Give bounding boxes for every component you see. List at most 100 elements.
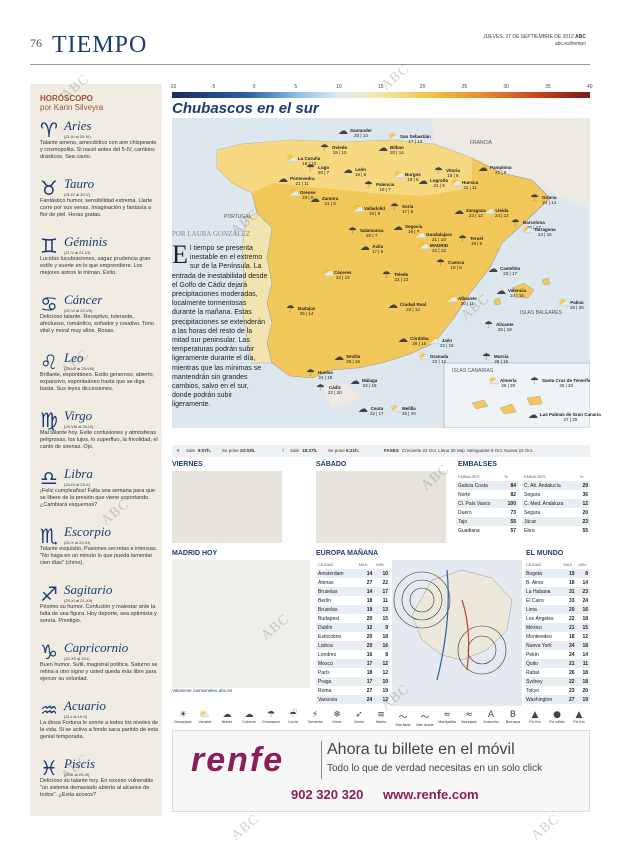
legend-label: Borrasca	[505, 720, 521, 724]
weather-icon: ⛅	[418, 241, 431, 252]
table-row: Galicia Costa 84	[456, 481, 518, 490]
table-cell-name: Dublín	[316, 623, 357, 632]
city-temps: 26 | 15	[412, 341, 427, 346]
table-cell-value: 20	[582, 509, 588, 516]
madrid-url[interactable]: Valonecer camismeteo.abc.es	[172, 688, 232, 693]
table-cell-name: B. Aires	[526, 579, 544, 586]
map-city-label: Burgos 18 | 6	[405, 172, 421, 182]
legend-item: ☂ Chubascos	[260, 710, 282, 724]
map-city-label: Las Palmas de Gran Canaria 27 | 20	[540, 412, 601, 422]
legend-item: ▲ Fin frío	[524, 710, 546, 724]
france-land	[432, 118, 590, 208]
legend-item: ☔ Lluvia	[282, 710, 304, 724]
map-city-label: Huelva 24 | 18	[318, 370, 333, 380]
map-city-label: Ceuta 22 | 17	[370, 406, 384, 416]
map-city-label: Santander 20 | 14	[350, 128, 372, 138]
zodiac-icon: ♓	[40, 756, 58, 780]
table-cell-value: 14	[582, 651, 588, 658]
map-city-label: Pontevedra 21 | 11	[290, 176, 315, 186]
horoscope-heading: HORÓSCOPO	[40, 94, 93, 103]
forecast-headline: Chubascos en el sur	[172, 100, 319, 117]
weather-icon: ⛅	[352, 204, 365, 215]
table-row: Júcar 23	[522, 517, 590, 526]
city-name: Oviedo	[332, 145, 348, 150]
city-temps: 26 | 20	[501, 383, 516, 388]
table-cell-name: Estocolmo	[318, 633, 342, 640]
table-cell-name: Lisboa	[316, 641, 357, 650]
table-cell-value: 18	[568, 579, 575, 586]
sign-name: Tauro	[64, 176, 95, 191]
weather-icon: ⛅	[388, 132, 401, 143]
weather-icon: ⛅	[286, 154, 299, 165]
table-header-row: EMBALSES%	[522, 472, 590, 481]
weather-icon: ☁	[528, 410, 538, 421]
canarias-islands	[471, 395, 543, 415]
table-cell-name: El Cairo	[526, 597, 544, 604]
city-temps: 25 | 20	[402, 411, 416, 416]
legend-icon: ☔	[288, 710, 298, 720]
renfe-ad[interactable]: renfe Ahora tu billete en el móvil Todo …	[172, 730, 590, 812]
city-temps: 24 | 16	[510, 293, 524, 298]
legend-label: Mar rizada	[416, 723, 434, 727]
map-city-label: Girona 24 | 14	[542, 195, 557, 205]
sign-name: Capricornio	[64, 640, 129, 655]
map-city-label: Guadalajara 21 | 10	[426, 232, 452, 242]
abc-watermark: ABC	[378, 61, 413, 94]
ad-phone: 902 320 320	[291, 787, 364, 802]
table-cell-value: 21	[561, 623, 577, 632]
table-cell-value: 31	[561, 587, 577, 596]
map-region-label: FRANCIA	[470, 140, 492, 146]
weather-icon: ☁	[496, 286, 506, 297]
ad-url[interactable]: www.renfe.com	[383, 787, 479, 802]
city-name: Sevilla	[346, 354, 361, 359]
city-name: Bilbao	[390, 145, 404, 150]
sign-text: Lucidas lucubraciones, sagaz prudencia g…	[40, 256, 151, 276]
legend-icon: ≈	[443, 710, 451, 720]
city-temps: 20 | 11	[460, 301, 475, 306]
legend-item: 〜 Mar llana	[392, 710, 414, 727]
table-cell-value: 24	[582, 597, 588, 604]
scale-tick-label: 15	[378, 84, 384, 90]
table-cell-name: Londres	[318, 651, 337, 658]
table-header: %	[579, 474, 584, 479]
page-url[interactable]: abc.es/tiempo	[554, 41, 586, 47]
map-city-label: Murcia 26 | 16	[494, 354, 509, 364]
moonset-label: Se pone	[328, 448, 345, 453]
map-city-label: Toledo 23 | 13	[394, 272, 408, 282]
map-city-label: Teruel 19 | 6	[470, 236, 483, 246]
weather-icon: ⛅	[414, 230, 427, 241]
legend-item: ▲ Fin frío	[568, 710, 590, 724]
europe-table: CIUDAD MAX MIN Amsterdam 14 10 Atenas 27 22 Bruse…	[316, 560, 390, 704]
weather-icon: ☁	[310, 194, 320, 205]
reservoirs-table-right: EMBALSES% C. Alt. Andalucía 29 Segura 36 C. M…	[522, 472, 590, 535]
table-cell-name: Montevideo	[526, 633, 552, 640]
legend-item: ❄ Nieve	[326, 710, 348, 724]
table-cell-value: 100	[502, 499, 518, 508]
city-temps: 21 | 8	[324, 201, 336, 206]
weather-icon: ☁	[388, 300, 398, 311]
map-city-label: Logroño 21 | 9	[430, 178, 448, 188]
map-city-label: Huesca 22 | 11	[462, 180, 478, 190]
table-cell-value: 10	[374, 569, 390, 578]
table-row: Berlín 18 11	[316, 596, 390, 605]
table-row: Tokyo 23 20	[524, 686, 590, 695]
moonrise-label: Sale	[290, 448, 300, 453]
city-name: Pamplona	[490, 165, 512, 170]
city-name: Pontevedra	[290, 176, 315, 181]
map-city-label: León 19 | 6	[355, 167, 366, 177]
map-city-label: Lugo 20 | 7	[318, 165, 329, 175]
table-row: Pekín 24 14	[524, 650, 590, 659]
zodiac-icon: ♑	[40, 640, 58, 664]
map-city-label: Tarragona 24 | 16	[534, 227, 556, 237]
table-header-row: CIUDAD MAX MIN	[316, 560, 390, 569]
drop-cap: E	[172, 240, 188, 269]
map-city-label: Palencia 19 | 7	[376, 182, 394, 192]
city-temps: 23 | 13	[394, 277, 409, 282]
map-city-label: Vitoria 18 | 8	[446, 168, 460, 178]
table-cell-value: 16	[374, 641, 390, 650]
city-temps: 19 | 7	[379, 187, 391, 192]
table-row: Segura 36	[522, 490, 590, 499]
city-name: Ciudad Real	[400, 302, 427, 307]
africa-land	[322, 384, 362, 408]
legend-icon: ▲	[531, 710, 539, 720]
